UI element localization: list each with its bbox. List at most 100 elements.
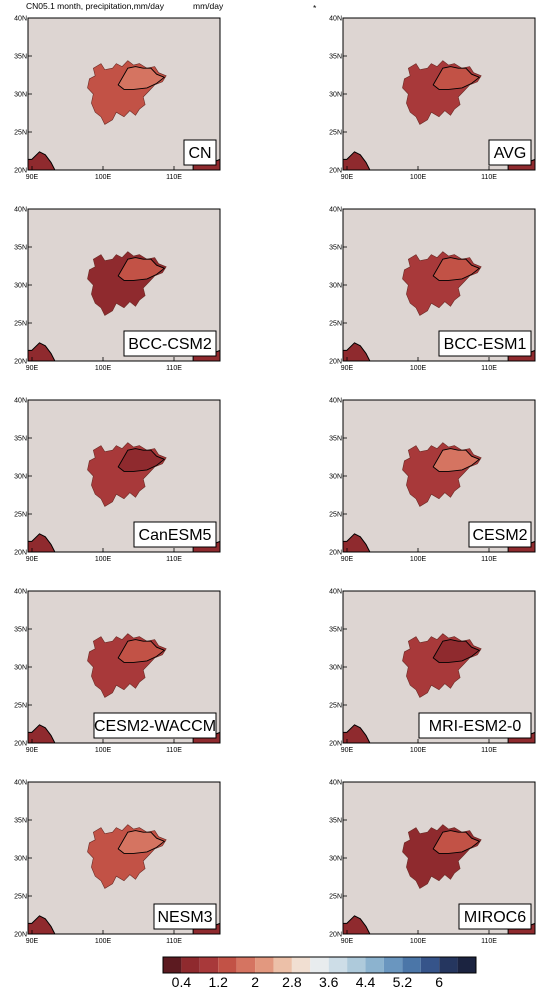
x-tick-label: 90E <box>26 556 39 563</box>
colorbar-swatch <box>255 957 274 973</box>
x-tick-label: 90E <box>341 938 354 945</box>
y-tick-label: 30N <box>14 474 27 481</box>
panel-label-box <box>133 521 217 548</box>
header-units: mm/day <box>193 1 224 11</box>
y-tick-label: 35N <box>14 436 27 443</box>
panel-label: CESM2 <box>472 527 527 544</box>
x-tick-label: 110E <box>481 938 497 945</box>
panel-label: CanESM5 <box>139 527 212 544</box>
colorbar-swatch <box>181 957 200 973</box>
land-southwest <box>27 724 56 744</box>
y-tick-label: 35N <box>14 818 27 825</box>
y-tick-label: 20N <box>329 741 342 748</box>
x-tick-label: 110E <box>166 938 182 945</box>
y-tick-label: 25N <box>14 894 27 901</box>
y-tick-label: 35N <box>14 627 27 634</box>
colorbar-swatch <box>310 957 329 973</box>
region-contour <box>432 448 481 472</box>
x-tick-label: 90E <box>341 747 354 754</box>
x-tick-label: 90E <box>341 365 354 372</box>
x-tick-label: 110E <box>481 174 497 181</box>
x-tick-label: 110E <box>481 365 497 372</box>
colorbar-swatch <box>328 957 348 973</box>
y-tick-label: 40N <box>329 398 342 405</box>
land-southwest <box>27 151 56 171</box>
panel-label: NESM3 <box>157 909 212 926</box>
y-tick-label: 40N <box>329 780 342 787</box>
panel-label-box <box>468 521 532 548</box>
colorbar-swatch <box>273 957 292 973</box>
colorbar-frame <box>162 956 477 974</box>
colorbar-swatch <box>457 957 476 973</box>
colorbar-swatch <box>402 957 421 973</box>
land-southwest <box>342 342 371 362</box>
x-tick-label: 100E <box>95 938 112 945</box>
y-tick-label: 30N <box>329 92 342 99</box>
x-tick-label: 100E <box>95 174 112 181</box>
colorbar-label: 4.4 <box>356 974 376 990</box>
panel-label-box <box>418 712 532 739</box>
x-tick-label: 110E <box>166 556 182 563</box>
x-tick-label: 100E <box>95 365 112 372</box>
y-tick-label: 35N <box>329 436 342 443</box>
y-tick-label: 40N <box>329 589 342 596</box>
panel-label: AVG <box>494 145 527 162</box>
y-tick-label: 30N <box>14 92 27 99</box>
colorbar-swatch <box>163 957 182 973</box>
panel-label-box <box>93 712 217 739</box>
x-tick-label: 100E <box>410 365 427 372</box>
x-tick-label: 90E <box>26 174 39 181</box>
y-tick-label: 30N <box>14 856 27 863</box>
region-contour <box>117 639 166 663</box>
land-southwest <box>342 151 371 171</box>
region-contour <box>432 830 481 854</box>
y-tick-label: 20N <box>329 550 342 557</box>
colorbar-label: 5.2 <box>393 974 413 990</box>
y-tick-label: 30N <box>329 283 342 290</box>
colorbar-swatch <box>236 957 256 973</box>
x-tick-label: 100E <box>410 174 427 181</box>
y-tick-label: 35N <box>329 627 342 634</box>
header-title: CN05.1 month, precipitation,mm/day <box>26 1 165 11</box>
colorbar-swatch <box>291 957 311 973</box>
x-tick-label: 90E <box>26 938 39 945</box>
y-tick-label: 20N <box>329 168 342 175</box>
y-tick-label: 20N <box>329 359 342 366</box>
x-tick-label: 110E <box>166 747 182 754</box>
x-tick-label: 110E <box>166 365 182 372</box>
colorbar-swatch <box>199 957 219 973</box>
panel-label-box <box>183 139 217 166</box>
region-contour <box>117 257 166 281</box>
colorbar-swatch <box>218 957 237 973</box>
y-tick-label: 30N <box>14 283 27 290</box>
panel-label: CN <box>188 145 211 162</box>
colorbar: 0.4 1.2 2 2.8 3.6 4.4 5.2 6 <box>162 956 477 990</box>
y-tick-label: 25N <box>329 512 342 519</box>
region-contour <box>432 66 481 90</box>
y-tick-label: 40N <box>14 589 27 596</box>
y-tick-label: 20N <box>14 550 27 557</box>
land-southwest <box>342 915 371 935</box>
y-tick-label: 25N <box>329 321 342 328</box>
land-southwest <box>27 342 56 362</box>
colorbar-label: 0.4 <box>172 974 192 990</box>
y-tick-label: 40N <box>329 16 342 23</box>
colorbar-label: 6 <box>435 974 443 990</box>
land-southwest <box>27 915 56 935</box>
colorbar-label: 3.6 <box>319 974 339 990</box>
y-tick-label: 25N <box>329 703 342 710</box>
y-tick-label: 25N <box>14 703 27 710</box>
panel-label-box <box>458 903 532 930</box>
y-tick-label: 40N <box>329 207 342 214</box>
x-tick-label: 90E <box>26 365 39 372</box>
y-tick-label: 25N <box>14 512 27 519</box>
x-tick-label: 100E <box>410 938 427 945</box>
x-tick-label: 100E <box>410 556 427 563</box>
y-tick-label: 25N <box>329 130 342 137</box>
